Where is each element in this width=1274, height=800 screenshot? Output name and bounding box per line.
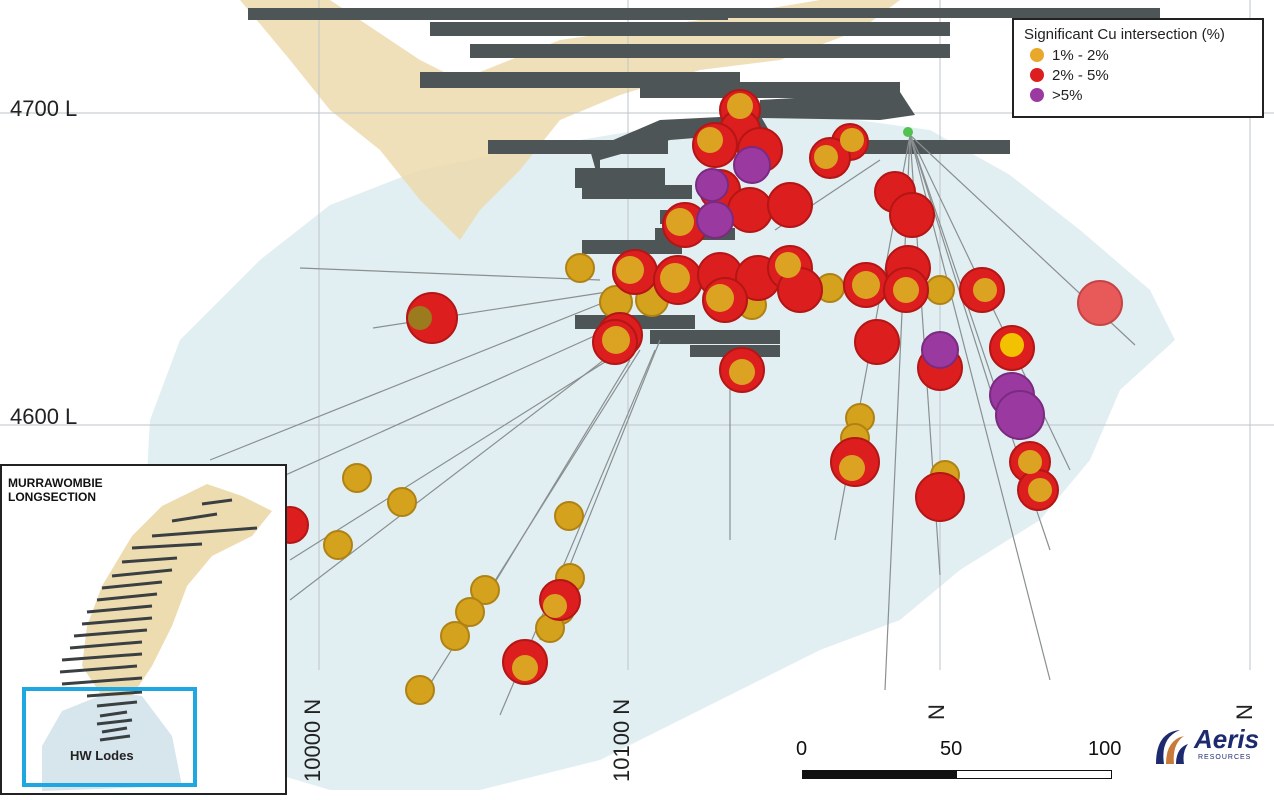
logo-wordmark: Aeris — [1194, 724, 1260, 754]
level-label-4600: 4600 L — [10, 404, 78, 429]
hw-lodes-highlight-box — [22, 687, 197, 787]
inset-title: MURRAWOMBIE LONGSECTION — [8, 476, 103, 504]
legend: Significant Cu intersection (%) 1% - 2% … — [1012, 18, 1264, 118]
collar-point — [903, 127, 913, 137]
decline-drives — [248, 8, 1160, 357]
upper-lode — [240, 0, 900, 240]
scale-tick-0: 0 — [796, 738, 808, 760]
legend-dot-purple — [1030, 88, 1044, 102]
northing-label-10100: 10100 N — [609, 698, 634, 782]
intersection-cores — [408, 93, 1052, 681]
northing-label-c: N — [924, 704, 949, 720]
legend-dot-gold — [1030, 48, 1044, 62]
inset-diagram — [42, 484, 272, 791]
hw-lodes-label: HW Lodes — [70, 748, 134, 763]
legend-label: 1% - 2% — [1052, 46, 1109, 64]
aeris-logo: Aeris RESOURCES — [1150, 722, 1270, 772]
legend-title: Significant Cu intersection (%) — [1024, 26, 1225, 43]
scale-tick-50: 50 — [940, 738, 963, 760]
inset-longsection: MURRAWOMBIE LONGSECTION — [0, 464, 287, 795]
legend-label: >5% — [1052, 86, 1083, 104]
northing-label-10000: 10000 N — [300, 698, 325, 782]
legend-dot-red — [1030, 68, 1044, 82]
inset-title-line1: MURRAWOMBIE — [8, 476, 103, 490]
aeris-logo-mark — [1156, 730, 1188, 764]
inset-title-line2: LONGSECTION — [8, 490, 97, 504]
scale-tick-100: 100 — [1088, 738, 1122, 760]
legend-item-2-5pct: 2% - 5% — [1024, 65, 1252, 85]
logo-subtitle: RESOURCES — [1198, 754, 1252, 761]
northing-label-d: N — [1232, 704, 1257, 720]
scale-bar-graphic — [802, 770, 1112, 779]
legend-label: 2% - 5% — [1052, 66, 1109, 84]
legend-item-gt5pct: >5% — [1024, 85, 1252, 105]
level-label-4700: 4700 L — [10, 96, 78, 121]
intersections-gt5pct — [695, 146, 1045, 440]
legend-item-1-2pct: 1% - 2% — [1024, 45, 1252, 65]
scale-bar: 0 50 100 — [790, 738, 1122, 788]
